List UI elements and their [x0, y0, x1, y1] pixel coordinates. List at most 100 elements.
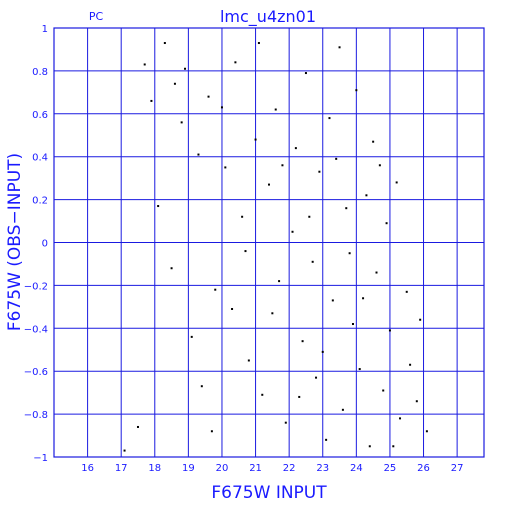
data-point	[325, 438, 328, 441]
data-point	[372, 140, 375, 143]
y-tick-label: 0.8	[32, 67, 48, 78]
y-tick-label: 0	[42, 239, 48, 250]
x-tick-label: 25	[384, 463, 397, 474]
data-point	[355, 89, 358, 92]
data-point	[382, 389, 385, 392]
x-tick-label: 23	[316, 463, 329, 474]
data-point	[281, 164, 284, 167]
data-point	[291, 230, 294, 233]
data-point	[274, 108, 277, 111]
data-point	[341, 408, 344, 411]
data-point	[298, 395, 301, 398]
data-point	[163, 42, 166, 45]
data-point	[375, 271, 378, 274]
data-point	[170, 267, 173, 270]
data-point	[214, 288, 217, 291]
data-point	[173, 82, 176, 85]
data-point	[210, 430, 213, 433]
x-axis-label: F675W INPUT	[211, 483, 327, 503]
x-tick-label: 16	[81, 463, 94, 474]
data-point	[321, 350, 324, 353]
y-tick-label: −0.2	[24, 281, 48, 292]
y-tick-label: −0.6	[24, 367, 48, 378]
data-point	[143, 63, 146, 66]
data-point	[247, 359, 250, 362]
y-tick-label: 0.4	[32, 153, 48, 164]
data-point	[315, 376, 318, 379]
data-point	[294, 147, 297, 150]
x-tick-label: 19	[182, 463, 195, 474]
x-tick-label: 21	[249, 463, 262, 474]
data-point	[207, 95, 210, 98]
data-point	[335, 157, 338, 160]
data-point	[409, 363, 412, 366]
data-point	[399, 417, 402, 420]
x-tick-label: 17	[115, 463, 128, 474]
x-tick-label: 22	[283, 463, 296, 474]
y-tick-label: 0.6	[32, 110, 48, 121]
x-tick-labels: 16 17 18 19 20 21 22 23 24 25 26 27	[81, 463, 463, 474]
grid	[54, 27, 484, 458]
detector-label: PC	[89, 10, 104, 23]
data-point	[425, 430, 428, 433]
data-point	[184, 67, 187, 70]
data-point	[419, 318, 422, 321]
data-point	[388, 329, 391, 332]
data-point	[348, 252, 351, 255]
x-tick-label: 26	[417, 463, 430, 474]
data-point	[234, 61, 237, 64]
data-point	[220, 106, 223, 109]
chart-title: lmc_u4zn01	[220, 7, 316, 27]
data-point	[268, 183, 270, 186]
y-tick-label: −1	[33, 453, 48, 464]
y-tick-label: −0.4	[24, 324, 48, 335]
data-point	[365, 194, 368, 197]
data-point	[284, 421, 287, 424]
data-point	[257, 42, 260, 45]
data-point	[197, 153, 200, 156]
data-point	[318, 170, 321, 173]
data-point	[311, 260, 314, 263]
data-points	[123, 42, 428, 452]
data-point	[180, 121, 183, 124]
data-point	[392, 445, 395, 448]
data-point	[261, 393, 264, 396]
data-point	[231, 307, 234, 310]
data-point	[405, 290, 408, 293]
data-point	[123, 449, 126, 452]
y-axis-label: F675W (OBS−INPUT)	[5, 153, 25, 331]
data-point	[271, 312, 274, 315]
y-tick-label: 0.2	[32, 196, 48, 207]
x-tick-label: 27	[451, 463, 464, 474]
data-point	[190, 335, 193, 338]
data-point	[301, 340, 304, 343]
data-point	[150, 99, 153, 102]
data-point	[358, 368, 361, 371]
data-point	[200, 385, 203, 388]
data-point	[345, 207, 348, 210]
data-point	[351, 323, 354, 326]
data-point	[244, 250, 247, 253]
plot-frame	[53, 27, 485, 458]
data-point	[328, 117, 331, 120]
data-point	[368, 445, 371, 448]
data-point	[395, 181, 398, 184]
x-tick-label: 20	[216, 463, 229, 474]
data-point	[331, 299, 334, 302]
data-point	[157, 205, 160, 208]
data-point	[385, 222, 388, 225]
data-point	[254, 138, 257, 141]
x-tick-label: 18	[148, 463, 161, 474]
data-point	[378, 164, 381, 167]
data-point	[304, 72, 307, 75]
y-tick-labels: 1 0.8 0.6 0.4 0.2 0 −0.2 −0.4 −0.6 −0.8 −1	[24, 24, 48, 464]
data-point	[136, 425, 139, 428]
y-tick-label: 1	[42, 24, 48, 35]
data-point	[308, 215, 311, 218]
data-point	[241, 215, 244, 218]
data-point	[224, 166, 227, 169]
data-point	[362, 297, 365, 300]
data-point	[278, 280, 281, 283]
data-point	[415, 400, 418, 403]
